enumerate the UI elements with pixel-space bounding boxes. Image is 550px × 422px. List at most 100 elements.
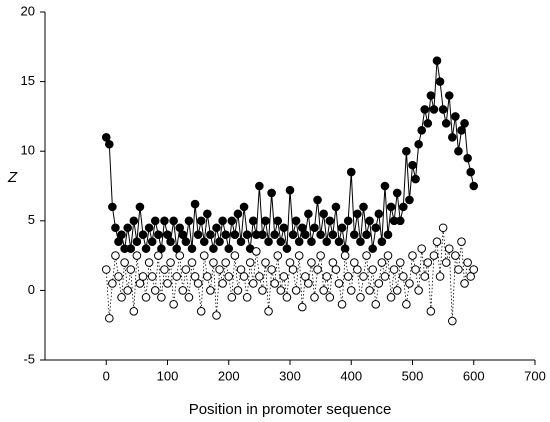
data-point (365, 286, 374, 295)
data-point (120, 258, 129, 267)
data-point (395, 258, 405, 267)
data-point (184, 216, 194, 226)
data-point (230, 230, 240, 240)
data-point (264, 306, 273, 316)
data-point (166, 258, 175, 267)
data-point (322, 272, 332, 281)
data-point (297, 223, 307, 233)
data-point (282, 244, 292, 253)
data-point (343, 216, 353, 226)
data-point (429, 251, 439, 260)
data-point (420, 272, 430, 281)
data-point (432, 56, 442, 66)
data-point (399, 202, 408, 212)
data-point (346, 286, 356, 295)
data-point (117, 293, 126, 302)
data-point (147, 237, 157, 246)
data-point (386, 293, 396, 302)
data-point (154, 251, 163, 260)
data-point (248, 279, 258, 288)
data-point (187, 244, 197, 253)
data-point (466, 272, 475, 281)
data-point (377, 237, 387, 246)
data-point (420, 105, 430, 114)
data-point (356, 237, 365, 246)
data-point (209, 258, 218, 267)
data-point (261, 216, 270, 226)
data-point (206, 230, 215, 240)
data-point (368, 244, 377, 253)
data-point (258, 286, 267, 295)
data-point (157, 244, 166, 253)
data-point (138, 272, 148, 281)
data-point (123, 286, 132, 295)
data-point (270, 279, 279, 288)
y-tick-label: -5 (23, 351, 35, 366)
data-point (392, 188, 402, 198)
data-point (144, 258, 154, 267)
data-point (239, 202, 249, 212)
data-point (175, 251, 185, 260)
data-point (282, 293, 292, 302)
data-point (166, 237, 175, 246)
data-point (337, 300, 347, 309)
data-point (236, 265, 246, 274)
data-point (438, 223, 448, 233)
data-point (190, 199, 200, 209)
x-tick-label: 600 (463, 368, 485, 383)
data-point (111, 251, 120, 260)
x-tick-label: 700 (524, 368, 546, 383)
data-point (212, 223, 221, 233)
data-point (435, 272, 445, 281)
data-point (163, 279, 172, 288)
data-point (178, 230, 188, 240)
data-point (147, 272, 157, 281)
data-point (169, 216, 178, 226)
data-point (313, 265, 322, 274)
data-point (426, 306, 436, 316)
data-point (414, 139, 423, 149)
data-point (383, 251, 393, 260)
data-point (365, 216, 374, 226)
data-point (399, 272, 408, 281)
data-point (331, 202, 341, 212)
data-point (172, 244, 181, 253)
data-point (319, 209, 328, 219)
data-point (230, 251, 240, 260)
data-point (181, 237, 191, 246)
data-point (187, 258, 197, 267)
data-point (224, 272, 234, 281)
data-point (199, 237, 209, 246)
data-point (267, 265, 276, 274)
data-point (334, 279, 344, 288)
data-point (291, 216, 301, 226)
data-point (346, 167, 356, 177)
data-point (126, 265, 136, 274)
data-point (460, 279, 469, 288)
data-point (386, 202, 396, 212)
data-point (218, 216, 227, 226)
data-point (322, 237, 332, 246)
data-point (261, 258, 270, 267)
data-point (111, 223, 120, 233)
y-tick-label: 15 (21, 73, 35, 88)
data-point (353, 265, 362, 274)
data-point (270, 230, 279, 240)
data-point (172, 272, 181, 281)
data-point (359, 202, 368, 212)
data-point (276, 237, 286, 246)
data-point (239, 272, 249, 281)
x-tick-label: 200 (218, 368, 240, 383)
data-point (451, 112, 460, 121)
data-point (144, 223, 154, 233)
data-point (463, 153, 472, 163)
data-point (441, 119, 451, 128)
data-point (248, 216, 258, 226)
data-point (233, 209, 243, 219)
data-point (135, 279, 145, 288)
data-point (353, 209, 362, 219)
data-point (460, 119, 469, 128)
data-point (316, 251, 325, 260)
data-point (294, 251, 304, 260)
data-point (380, 272, 390, 281)
